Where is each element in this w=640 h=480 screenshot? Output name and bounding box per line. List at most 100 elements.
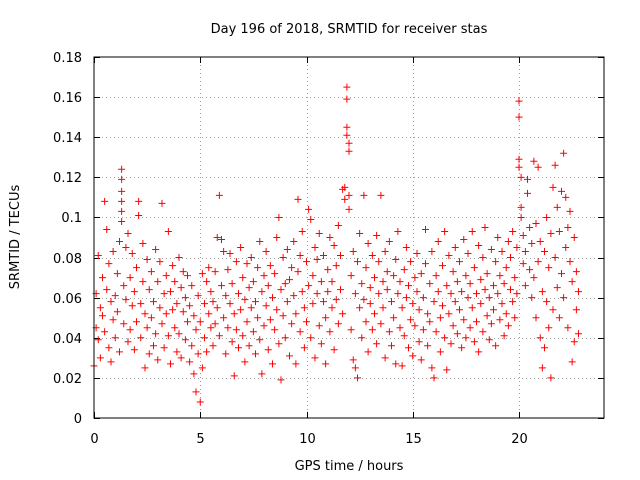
data-point	[337, 252, 344, 260]
data-point	[224, 266, 232, 274]
data-point	[407, 258, 415, 266]
data-point	[422, 225, 429, 233]
data-point	[128, 250, 136, 258]
data-point	[277, 376, 285, 384]
data-point	[177, 354, 185, 362]
data-point	[232, 326, 240, 334]
data-point	[356, 304, 364, 312]
data-point	[258, 288, 266, 296]
data-point	[362, 318, 370, 326]
data-point	[256, 336, 264, 344]
data-point	[343, 83, 351, 91]
data-point	[470, 264, 478, 272]
data-point	[330, 346, 338, 354]
x-tick-label: 5	[196, 432, 204, 447]
data-point	[360, 296, 368, 304]
data-point	[126, 274, 134, 282]
data-point	[402, 294, 410, 302]
data-point	[434, 238, 442, 246]
data-point	[402, 244, 410, 252]
data-point	[564, 223, 572, 231]
data-point	[534, 163, 542, 171]
data-point	[109, 248, 117, 256]
data-point	[118, 197, 126, 205]
data-point	[94, 252, 102, 260]
data-point	[326, 234, 334, 241]
data-point	[156, 258, 164, 266]
data-point	[513, 290, 521, 298]
data-point	[415, 306, 423, 314]
data-point	[296, 328, 304, 336]
data-point	[521, 248, 529, 256]
data-point	[417, 270, 425, 278]
data-point	[496, 272, 504, 280]
data-point	[315, 229, 323, 237]
data-point	[434, 288, 442, 296]
data-point	[105, 344, 113, 352]
data-point	[205, 264, 213, 272]
data-point	[343, 95, 351, 103]
data-point	[135, 211, 143, 219]
data-point	[341, 195, 349, 203]
data-point	[169, 306, 177, 314]
data-point	[218, 282, 225, 290]
data-point	[154, 356, 162, 364]
data-point	[411, 274, 419, 282]
data-point	[330, 242, 338, 250]
data-point	[466, 324, 474, 332]
data-point	[356, 229, 364, 237]
data-point	[286, 276, 293, 284]
data-point	[396, 324, 404, 332]
data-point	[500, 332, 508, 340]
data-point	[526, 223, 534, 231]
data-point	[290, 292, 298, 300]
data-point	[464, 250, 472, 258]
data-point	[415, 338, 423, 346]
data-point	[436, 314, 444, 322]
data-point	[207, 288, 215, 296]
data-point	[184, 272, 191, 280]
data-point	[530, 274, 538, 282]
data-point	[249, 278, 257, 286]
y-tick-label: 0.06	[53, 292, 82, 307]
data-point	[317, 278, 325, 286]
data-point	[322, 314, 330, 322]
data-point	[447, 340, 455, 348]
data-point	[224, 324, 232, 332]
data-point	[288, 264, 296, 272]
data-point	[258, 370, 266, 378]
y-tick-label: 0.04	[53, 332, 82, 347]
data-point	[519, 231, 527, 239]
data-point	[247, 304, 255, 312]
data-point	[345, 191, 353, 199]
data-point	[147, 314, 155, 322]
data-point	[105, 260, 113, 268]
data-point	[555, 227, 563, 235]
data-point	[538, 288, 546, 296]
data-point	[481, 223, 489, 231]
y-axis-label: SRMTID / TECUs	[8, 185, 23, 290]
data-point	[283, 246, 291, 254]
data-point	[354, 258, 361, 266]
data-point	[226, 300, 234, 308]
data-point	[451, 244, 459, 252]
data-point	[536, 334, 544, 342]
data-point	[383, 268, 391, 276]
data-point	[313, 256, 321, 264]
data-point	[179, 268, 187, 276]
data-point	[483, 270, 491, 278]
data-point	[419, 326, 427, 334]
data-point	[167, 288, 174, 296]
data-point	[222, 292, 230, 300]
data-point	[570, 338, 578, 346]
data-point	[311, 354, 319, 362]
data-point	[275, 340, 283, 348]
data-point	[349, 356, 357, 364]
data-point	[341, 183, 349, 191]
data-point	[390, 272, 398, 280]
data-point	[426, 318, 434, 326]
data-point	[109, 316, 117, 324]
data-point	[188, 282, 196, 290]
data-point	[400, 266, 408, 274]
data-point	[113, 270, 121, 278]
